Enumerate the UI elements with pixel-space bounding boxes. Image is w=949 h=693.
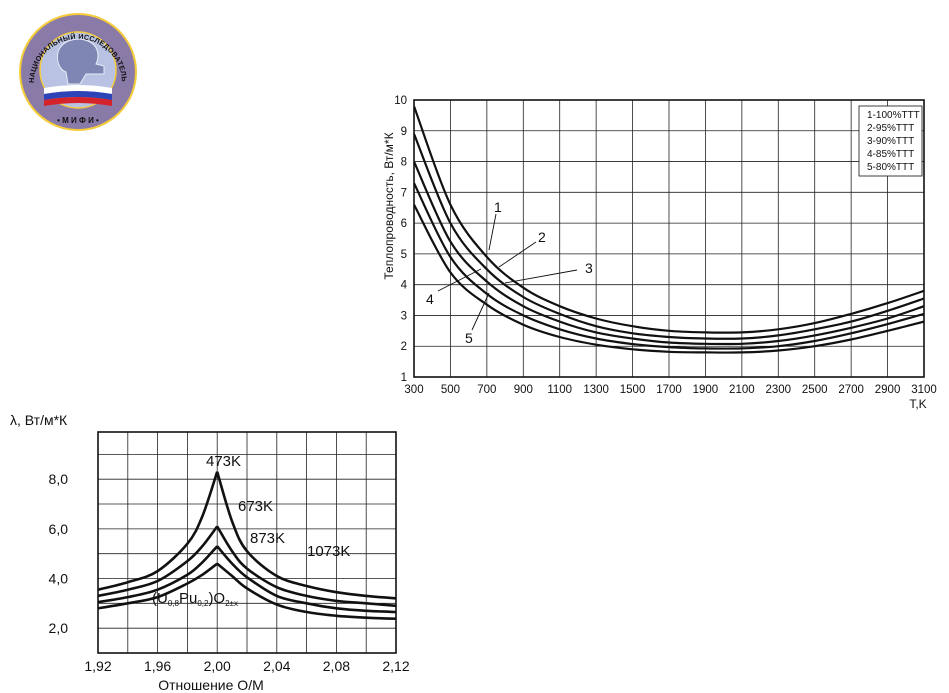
top-chart-grid xyxy=(413,99,925,378)
thermal-conductivity-temperature-chart: 300 500 700 900 1100 1300 1500 1700 1900 2100 2300… xyxy=(382,95,937,411)
university-logo: НАЦИОНАЛЬНЫЙ ИССЛЕДОВАТЕЛЬСКИЙ ЯДЕРНЫЙ У… xyxy=(0,0,137,131)
top-chart-ylabel: Теплопроводность, Вт/м*К xyxy=(382,132,396,279)
legend-box xyxy=(858,105,923,177)
series-line-473K xyxy=(98,471,396,600)
legend-entry: 2-95%ТТТ xyxy=(867,123,914,134)
top-chart-legend: 1-100%ТТТ 2-95%ТТТ 3-90%ТТТ 4-85%ТТТ 5-8… xyxy=(858,105,923,177)
legend-entry: 5-80%ТТТ xyxy=(867,162,914,173)
bottom-chart-xticks: 1,92 1,96 2,00 2,04 2,08 2,12 xyxy=(84,658,409,674)
bottom-chart-ylabel: λ, Вт/м*К xyxy=(10,412,68,428)
series-label-673K: 673K xyxy=(238,498,273,515)
curve-label-5: 5 xyxy=(465,330,473,346)
x-tick-label: 2,12 xyxy=(382,658,409,674)
x-tick-label: 1,92 xyxy=(84,658,111,674)
top-chart-yticks: 1 2 3 4 5 6 7 8 9 10 xyxy=(394,95,407,384)
x-tick-label: 700 xyxy=(477,384,496,396)
compound-formula: (U0,8Pu0,2)O2±x xyxy=(152,590,238,608)
x-tick-label: 2500 xyxy=(802,384,828,396)
x-tick-label: 2,04 xyxy=(263,658,290,674)
bottom-chart-frame xyxy=(97,431,397,654)
legend-entry: 1-100%ТТТ xyxy=(867,110,920,121)
x-tick-label: 1900 xyxy=(693,384,719,396)
top-chart-xticks: 300 500 700 900 1100 1300 1500 1700 1900 2100 2300… xyxy=(404,384,936,396)
curve-label-leader xyxy=(471,292,490,331)
y-tick-label: 2 xyxy=(401,341,407,353)
series-line-4 xyxy=(414,182,924,350)
top-chart-curve-labels xyxy=(437,213,578,331)
logo-emblem xyxy=(57,38,105,85)
y-tick-label: 4,0 xyxy=(49,571,69,587)
x-tick-label: 1,96 xyxy=(144,658,171,674)
y-tick-label: 9 xyxy=(401,126,407,138)
conductivity-om-ratio-chart: 1,92 1,96 2,00 2,04 2,08 2,12 2,0 4,0 6,0 8,0 λ,… xyxy=(10,412,410,693)
curve-label-leader xyxy=(504,269,578,284)
legend-entry: 3-90%ТТТ xyxy=(867,136,914,147)
x-tick-label: 2,00 xyxy=(204,658,231,674)
series-line-1 xyxy=(414,105,924,334)
top-chart-frame xyxy=(413,99,925,378)
series-line-673K xyxy=(98,525,396,608)
curve-label-2: 2 xyxy=(538,229,546,245)
x-tick-label: 1700 xyxy=(656,384,682,396)
x-tick-label: 500 xyxy=(441,384,460,396)
top-chart-curves xyxy=(414,105,924,354)
legend-entry: 4-85%ТТТ xyxy=(867,149,914,160)
series-line-5 xyxy=(414,204,924,354)
logo-flag xyxy=(44,85,112,106)
y-tick-label: 1 xyxy=(401,372,407,384)
y-tick-label: 6 xyxy=(401,218,407,230)
x-tick-label: 1500 xyxy=(620,384,646,396)
series-label-473K: 473K xyxy=(206,453,241,470)
y-tick-label: 8,0 xyxy=(49,471,69,487)
curve-label-leader xyxy=(498,241,537,268)
top-chart-xlabel: T,K xyxy=(909,397,926,411)
y-tick-label: 3 xyxy=(401,310,407,322)
y-tick-label: 7 xyxy=(401,187,407,199)
series-line-2 xyxy=(414,133,924,340)
series-line-3 xyxy=(414,161,924,346)
x-tick-label: 3100 xyxy=(911,384,937,396)
series-line-1073K xyxy=(98,562,396,620)
logo-bottom-text: • М И Ф И • xyxy=(57,116,99,125)
x-tick-label: 1300 xyxy=(583,384,609,396)
x-tick-label: 900 xyxy=(514,384,533,396)
x-tick-label: 1100 xyxy=(547,384,572,396)
y-tick-label: 2,0 xyxy=(49,620,69,636)
curve-label-1: 1 xyxy=(494,199,502,215)
x-tick-label: 2900 xyxy=(875,384,901,396)
series-line-873K xyxy=(98,545,396,614)
y-tick-label: 10 xyxy=(394,95,407,107)
x-tick-label: 300 xyxy=(404,384,423,396)
curve-label-4: 4 xyxy=(426,291,434,307)
bottom-chart-curves xyxy=(98,471,396,620)
x-tick-label: 2,08 xyxy=(323,658,350,674)
x-tick-label: 2700 xyxy=(838,384,864,396)
y-tick-label: 5 xyxy=(401,249,407,261)
bottom-chart-yticks: 2,0 4,0 6,0 8,0 xyxy=(49,471,69,636)
x-tick-label: 2300 xyxy=(765,384,791,396)
curve-label-leader xyxy=(488,213,497,251)
bottom-chart-grid xyxy=(97,432,397,653)
y-tick-label: 6,0 xyxy=(49,521,69,537)
curve-label-leader xyxy=(437,268,482,292)
curve-label-3: 3 xyxy=(585,260,593,276)
y-tick-label: 4 xyxy=(401,280,408,292)
series-label-873K: 873K xyxy=(250,530,285,547)
series-label-1073K: 1073K xyxy=(307,543,350,560)
x-tick-label: 2100 xyxy=(729,384,755,396)
y-tick-label: 8 xyxy=(401,157,407,169)
bottom-chart-xlabel: Отношение О/М xyxy=(158,677,264,693)
